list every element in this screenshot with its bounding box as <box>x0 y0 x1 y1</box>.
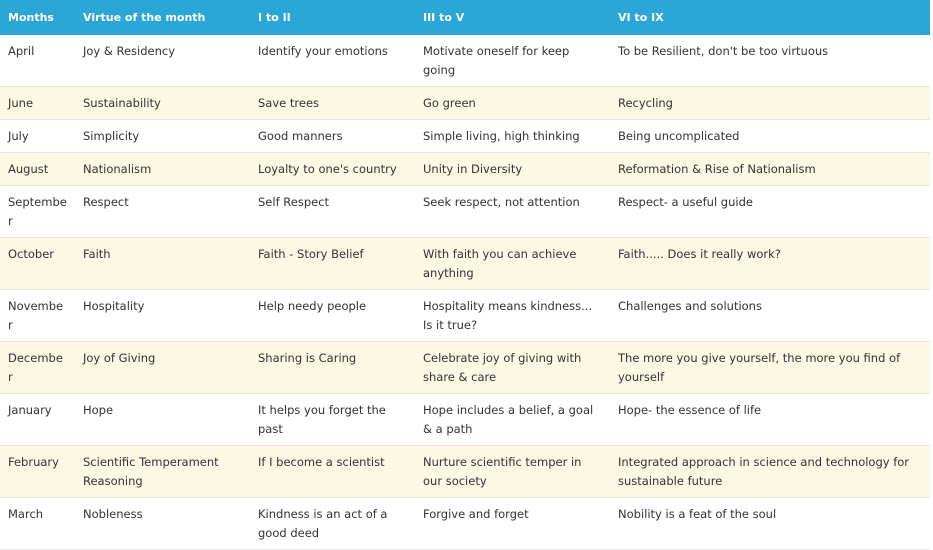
table-cell: Motivate oneself for keep going <box>415 35 610 87</box>
table-cell: Forgive and forget <box>415 497 610 550</box>
column-header: I to II <box>250 0 415 35</box>
table-cell: Loyalty to one's country <box>250 152 415 186</box>
table-row: November Hospitality Help needy people Hosp… <box>0 289 930 342</box>
table-cell: June <box>0 86 75 120</box>
table-row: September Respect Self Respect Seek respect… <box>0 185 930 238</box>
column-header: III to V <box>415 0 610 35</box>
table-cell: Hope includes a belief, a goal & a path <box>415 393 610 446</box>
table-cell: Being uncomplicated <box>610 119 930 153</box>
table-cell: Nurture scientific temper in our society <box>415 445 610 498</box>
table-cell: Hope- the essence of life <box>610 393 930 446</box>
table-cell: Respect <box>75 185 250 238</box>
table-cell: The more you give yourself, the more you… <box>610 341 930 394</box>
table-row: October Faith Faith - Story Belief With fai… <box>0 237 930 290</box>
table-cell: October <box>0 237 75 290</box>
table-row: July Simplicity Good manners Simple living,… <box>0 119 930 153</box>
table-cell: Hospitality <box>75 289 250 342</box>
table-cell: Seek respect, not attention <box>415 185 610 238</box>
table-cell: Save trees <box>250 86 415 120</box>
table-cell: Sustainability <box>75 86 250 120</box>
table-cell: Simplicity <box>75 119 250 153</box>
column-header: VI to IX <box>610 0 930 35</box>
table-cell: July <box>0 119 75 153</box>
table-cell: Hospitality means kindness... Is it true… <box>415 289 610 342</box>
table-cell: April <box>0 35 75 87</box>
table-cell: September <box>0 185 75 238</box>
table-row: January Hope It helps you forget the past H… <box>0 393 930 446</box>
table-row: August Nationalism Loyalty to one's countr… <box>0 152 930 186</box>
table-cell: Good manners <box>250 119 415 153</box>
table-cell: Nobility is a feat of the soul <box>610 497 930 550</box>
table-cell: Simple living, high thinking <box>415 119 610 153</box>
table-cell: August <box>0 152 75 186</box>
table-cell: Recycling <box>610 86 930 120</box>
table-cell: Help needy people <box>250 289 415 342</box>
table-cell: November <box>0 289 75 342</box>
header-row: Months Virtue of the month I to II III to V… <box>0 0 930 35</box>
table-cell: Faith..... Does it really work? <box>610 237 930 290</box>
table-cell: January <box>0 393 75 446</box>
table-cell: March <box>0 497 75 550</box>
table-cell: Challenges and solutions <box>610 289 930 342</box>
table-cell: Joy & Residency <box>75 35 250 87</box>
table-cell: Kindness is an act of a good deed <box>250 497 415 550</box>
column-header: Months <box>0 0 75 35</box>
table-cell: Faith <box>75 237 250 290</box>
table-cell: Celebrate joy of giving with share & car… <box>415 341 610 394</box>
table-row: December Joy of Giving Sharing is Caring Ce… <box>0 341 930 394</box>
table-cell: If I become a scientist <box>250 445 415 498</box>
table-cell: Self Respect <box>250 185 415 238</box>
table-cell: Sharing is Caring <box>250 341 415 394</box>
table-cell: Unity in Diversity <box>415 152 610 186</box>
table-cell: It helps you forget the past <box>250 393 415 446</box>
table-row: April Joy & Residency Identify your emotio… <box>0 35 930 87</box>
table-cell: Faith - Story Belief <box>250 237 415 290</box>
table-cell: Go green <box>415 86 610 120</box>
table-cell: Nationalism <box>75 152 250 186</box>
column-header: Virtue of the month <box>75 0 250 35</box>
table-body: April Joy & Residency Identify your emotio… <box>0 35 930 550</box>
table-cell: Identify your emotions <box>250 35 415 87</box>
table-row: February Scientific Temperament Reasoning… <box>0 445 930 498</box>
table-cell: Nobleness <box>75 497 250 550</box>
table-row: June Sustainability Save trees Go green Recy… <box>0 86 930 120</box>
table-cell: Scientific Temperament Reasoning <box>75 445 250 498</box>
table-cell: To be Resilient, don't be too virtuous <box>610 35 930 87</box>
table-cell: Integrated approach in science and techn… <box>610 445 930 498</box>
table-cell: With faith you can achieve anything <box>415 237 610 290</box>
table-cell: Reformation & Rise of Nationalism <box>610 152 930 186</box>
table-cell: Joy of Giving <box>75 341 250 394</box>
table-cell: Respect- a useful guide <box>610 185 930 238</box>
table-cell: February <box>0 445 75 498</box>
table-row: March Nobleness Kindness is an act of a go… <box>0 497 930 550</box>
table-cell: Hope <box>75 393 250 446</box>
table-cell: December <box>0 341 75 394</box>
